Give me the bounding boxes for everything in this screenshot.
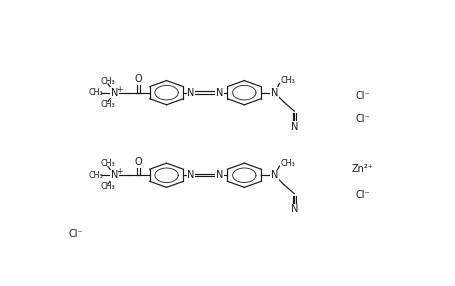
Text: Zn²⁺: Zn²⁺ bbox=[351, 164, 373, 174]
Text: CH₃: CH₃ bbox=[280, 159, 295, 168]
Text: N: N bbox=[216, 88, 223, 98]
Text: O: O bbox=[134, 157, 142, 167]
Text: N: N bbox=[187, 88, 194, 98]
Text: CH₃: CH₃ bbox=[88, 171, 103, 180]
Text: +: + bbox=[116, 168, 122, 176]
Text: Cl⁻: Cl⁻ bbox=[354, 91, 369, 101]
Text: N: N bbox=[187, 170, 194, 180]
Text: N: N bbox=[270, 88, 278, 98]
Text: N: N bbox=[111, 170, 118, 180]
Text: N: N bbox=[111, 88, 118, 98]
Text: CH₃: CH₃ bbox=[101, 182, 115, 191]
Text: Cl⁻: Cl⁻ bbox=[354, 190, 369, 200]
Text: CH₃: CH₃ bbox=[101, 159, 115, 168]
Text: N: N bbox=[290, 122, 298, 132]
Text: CH₃: CH₃ bbox=[101, 100, 115, 109]
Text: N: N bbox=[216, 170, 223, 180]
Text: CH₃: CH₃ bbox=[101, 77, 115, 86]
Text: N: N bbox=[290, 204, 298, 214]
Text: CH₃: CH₃ bbox=[88, 88, 103, 97]
Text: Cl⁻: Cl⁻ bbox=[68, 229, 82, 239]
Text: CH₃: CH₃ bbox=[280, 76, 295, 85]
Text: N: N bbox=[270, 170, 278, 180]
Text: Cl⁻: Cl⁻ bbox=[354, 114, 369, 124]
Text: +: + bbox=[116, 85, 122, 94]
Text: O: O bbox=[134, 74, 142, 84]
